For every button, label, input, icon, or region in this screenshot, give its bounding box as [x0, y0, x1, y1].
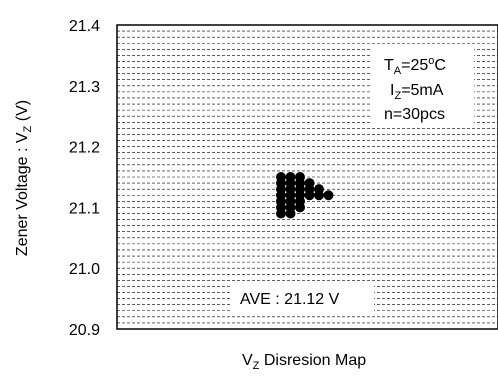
- data-point: [323, 190, 334, 201]
- y-axis-label-main: Zener Voltage : V: [14, 132, 31, 256]
- conditions-box-bg: [372, 48, 474, 126]
- condition-ta-rest: =25: [401, 57, 428, 74]
- data-point: [314, 184, 324, 195]
- condition-ta-main: T: [384, 57, 394, 74]
- y-tick-label: 21.1: [69, 200, 100, 217]
- data-point: [285, 172, 296, 182]
- data-point: [276, 172, 286, 182]
- condition-iz-sub: Z: [394, 90, 401, 102]
- condition-iz-rest: =5mA: [401, 82, 444, 99]
- x-axis-label-main: V: [242, 352, 253, 369]
- data-point: [295, 172, 305, 182]
- y-axis-label: Zener Voltage : VZ (V): [14, 100, 34, 256]
- plot-frame: [116, 24, 498, 330]
- average-label-bg: [232, 285, 374, 311]
- x-axis-label-rest: Disresion Map: [259, 352, 366, 369]
- condition-n: n=30pcs: [384, 106, 445, 123]
- y-tick-label: 20.9: [69, 322, 100, 339]
- y-tick-label: 21.0: [69, 261, 100, 278]
- y-tick-label: 21.3: [69, 79, 100, 96]
- x-axis-label-sub: Z: [253, 360, 260, 372]
- data-point: [304, 178, 315, 189]
- y-tick-label: 21.2: [69, 140, 100, 157]
- data-points: [276, 172, 334, 219]
- condition-ta-unit: C: [434, 57, 446, 74]
- condition-ta-deg: o: [428, 55, 434, 67]
- y-tick-labels: 21.4 21.3 21.2 21.1 21.0 20.9: [69, 18, 100, 339]
- y-tick-label: 21.4: [69, 18, 100, 35]
- x-axis-label: VZ Disresion Map: [242, 352, 366, 372]
- y-axis-label-sub: Z: [22, 125, 34, 132]
- condition-ta-sub: A: [394, 65, 402, 77]
- average-label: AVE : 21.12 V: [240, 291, 340, 308]
- condition-iz-main: I: [390, 82, 394, 99]
- condition-ta: TA=25oC: [384, 55, 446, 77]
- condition-iz: IZ=5mA: [390, 82, 444, 102]
- y-axis-label-unit: (V): [14, 100, 31, 126]
